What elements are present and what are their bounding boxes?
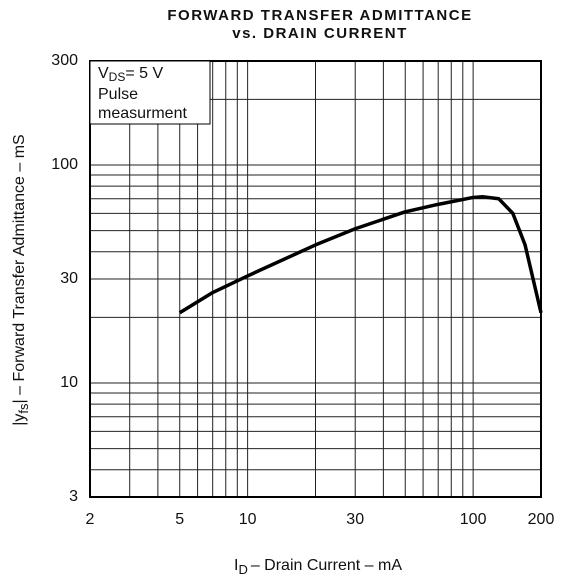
annotation-rest: = 5 V [125, 65, 163, 82]
plot-area [89, 60, 543, 498]
x-axis-label: ID – Drain Current – mA [234, 557, 402, 577]
chart-subtitle: vs. DRAIN CURRENT [232, 25, 408, 42]
annotation-line: Pulse [98, 86, 138, 103]
annotation-box [89, 60, 211, 125]
chart-title: FORWARD TRANSFER ADMITTANCE [167, 7, 472, 24]
x-tick-label: 200 [528, 511, 555, 528]
x-label-main: I [234, 557, 238, 574]
data-line [178, 195, 543, 315]
y-axis-label: |yfs| – Forward Transfer Admittance – mS [11, 134, 31, 425]
y-tick-label: 30 [60, 270, 78, 287]
y-tick-label: 300 [51, 52, 78, 69]
x-label-rest: – Drain Current – mA [251, 557, 402, 574]
y-label-rest: | – Forward Transfer Admittance – mS [11, 134, 28, 403]
x-tick-label: 5 [175, 511, 184, 528]
y-tick-label: 3 [69, 488, 78, 505]
annotation-sub: DS [109, 70, 126, 84]
y-label-sub: fs [16, 403, 31, 414]
y-label-pre: |y [11, 414, 28, 426]
x-label-sub: D [238, 562, 247, 577]
x-tick-label: 2 [86, 511, 95, 528]
x-tick-label: 30 [346, 511, 364, 528]
x-tick-label: 100 [460, 511, 487, 528]
annotation-line: measurment [98, 105, 187, 122]
annotation: VDS= 5 V [98, 65, 163, 84]
y-tick-label: 10 [60, 374, 78, 391]
x-tick-label: 10 [239, 511, 257, 528]
y-tick-label: 100 [51, 156, 78, 173]
plot-frame [89, 60, 542, 498]
annotation-main: V [98, 65, 109, 82]
